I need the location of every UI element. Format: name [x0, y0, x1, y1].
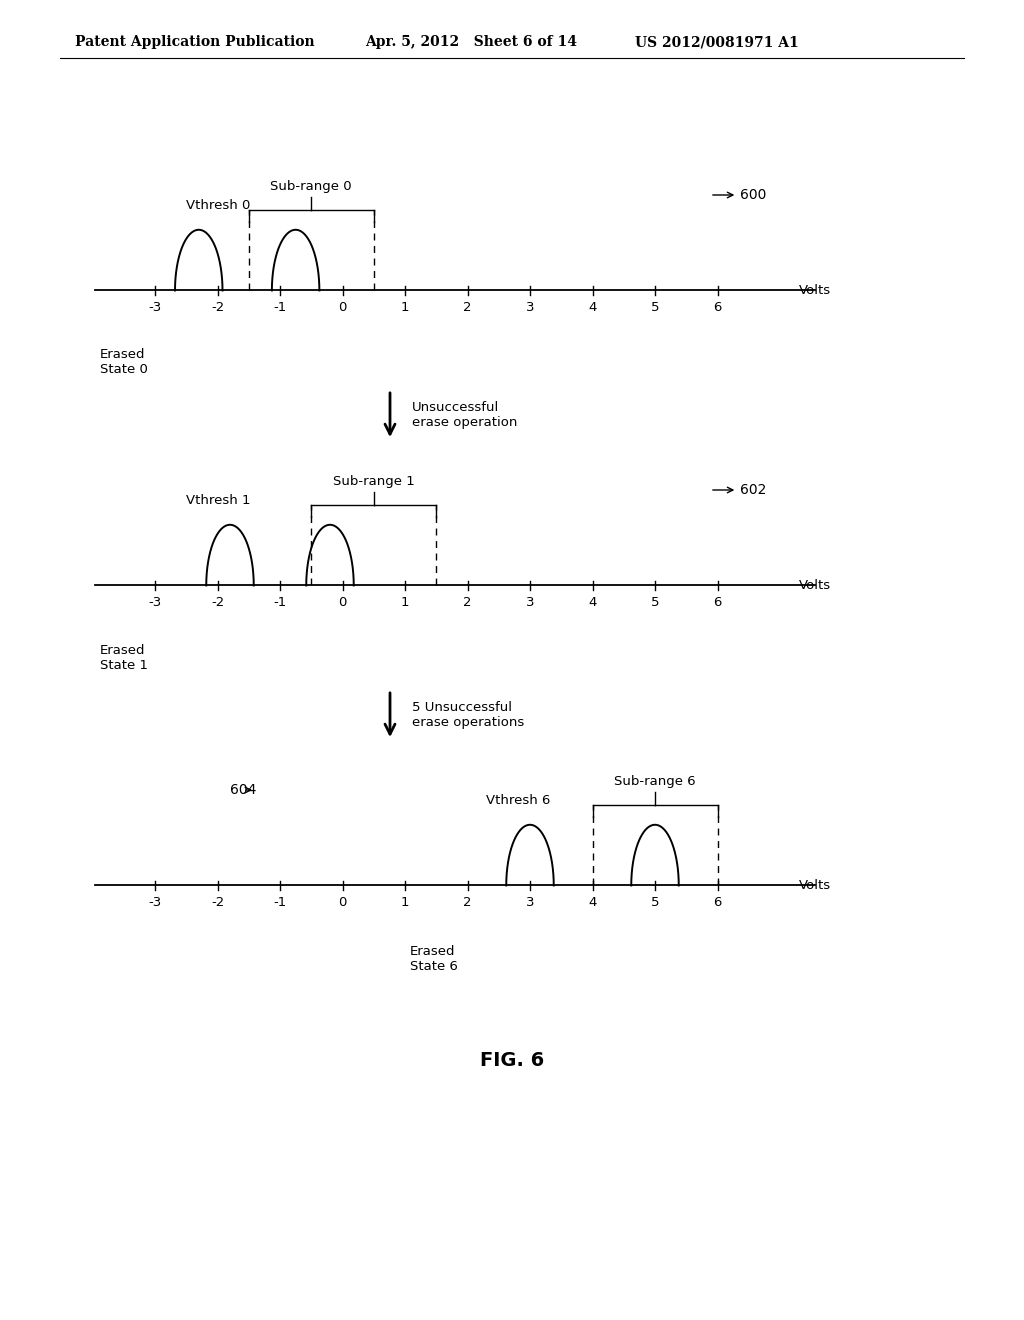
Text: FIG. 6: FIG. 6	[480, 1051, 544, 1069]
Text: 604: 604	[230, 783, 256, 797]
Text: 6: 6	[714, 597, 722, 609]
Text: 2: 2	[463, 896, 472, 909]
Text: Volts: Volts	[799, 879, 830, 892]
Text: 1: 1	[400, 896, 410, 909]
Text: 3: 3	[525, 597, 535, 609]
Text: 1: 1	[400, 597, 410, 609]
Text: 6: 6	[714, 896, 722, 909]
Text: -3: -3	[148, 301, 162, 314]
Text: Volts: Volts	[799, 284, 830, 297]
Text: Erased
State 0: Erased State 0	[100, 348, 147, 376]
Text: -1: -1	[273, 896, 287, 909]
Text: Unsuccessful
erase operation: Unsuccessful erase operation	[412, 401, 517, 429]
Text: 0: 0	[338, 896, 347, 909]
Text: -3: -3	[148, 597, 162, 609]
Text: 5: 5	[650, 597, 659, 609]
Text: 6: 6	[714, 301, 722, 314]
Text: 2: 2	[463, 301, 472, 314]
Text: US 2012/0081971 A1: US 2012/0081971 A1	[635, 36, 799, 49]
Text: Volts: Volts	[799, 579, 830, 591]
Text: 3: 3	[525, 301, 535, 314]
Text: Apr. 5, 2012   Sheet 6 of 14: Apr. 5, 2012 Sheet 6 of 14	[365, 36, 577, 49]
Text: Vthresh 0: Vthresh 0	[186, 199, 251, 213]
Text: 5 Unsuccessful
erase operations: 5 Unsuccessful erase operations	[412, 701, 524, 729]
Text: Sub-range 6: Sub-range 6	[614, 775, 696, 788]
Text: Patent Application Publication: Patent Application Publication	[75, 36, 314, 49]
Text: 602: 602	[713, 483, 766, 498]
Text: Erased
State 1: Erased State 1	[100, 644, 148, 672]
Text: Vthresh 6: Vthresh 6	[486, 793, 551, 807]
Text: 4: 4	[589, 896, 597, 909]
Text: 0: 0	[338, 597, 347, 609]
Text: 1: 1	[400, 301, 410, 314]
Text: -1: -1	[273, 597, 287, 609]
Text: -2: -2	[211, 896, 224, 909]
Text: Vthresh 1: Vthresh 1	[186, 494, 251, 507]
Text: Erased
State 6: Erased State 6	[410, 945, 458, 973]
Text: 5: 5	[650, 301, 659, 314]
Text: 0: 0	[338, 301, 347, 314]
Text: -1: -1	[273, 301, 287, 314]
Text: 4: 4	[589, 301, 597, 314]
Text: -2: -2	[211, 597, 224, 609]
Text: 4: 4	[589, 597, 597, 609]
Text: -3: -3	[148, 896, 162, 909]
Text: 5: 5	[650, 896, 659, 909]
Text: Sub-range 1: Sub-range 1	[333, 475, 415, 488]
Text: 600: 600	[713, 187, 766, 202]
Text: 3: 3	[525, 896, 535, 909]
Text: -2: -2	[211, 301, 224, 314]
Text: Sub-range 0: Sub-range 0	[270, 181, 352, 193]
Text: 2: 2	[463, 597, 472, 609]
